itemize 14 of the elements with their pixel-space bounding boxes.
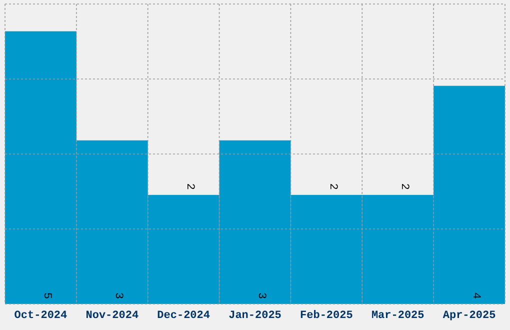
data-label: 4	[469, 292, 482, 300]
data-label: 3	[112, 292, 124, 299]
x-tick-label: Apr-2025	[442, 310, 496, 322]
x-tick-label: Mar-2025	[371, 310, 425, 322]
data-label: 3	[255, 292, 267, 299]
x-tick-label: Feb-2025	[300, 310, 354, 322]
data-label: 2	[326, 183, 338, 190]
x-tick-label: Dec-2024	[157, 310, 210, 322]
data-label: 5	[40, 292, 53, 299]
x-tick-label: Nov-2024	[86, 310, 139, 322]
data-label: 2	[184, 183, 196, 190]
x-tick-label: Jan-2025	[228, 310, 282, 322]
data-label: 2	[398, 183, 410, 190]
x-tick-label: Oct-2024	[14, 310, 68, 322]
